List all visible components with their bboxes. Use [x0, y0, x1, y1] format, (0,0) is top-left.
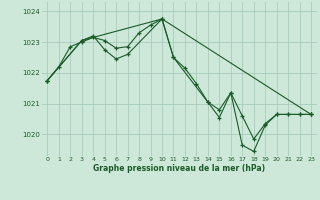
- X-axis label: Graphe pression niveau de la mer (hPa): Graphe pression niveau de la mer (hPa): [93, 164, 265, 173]
